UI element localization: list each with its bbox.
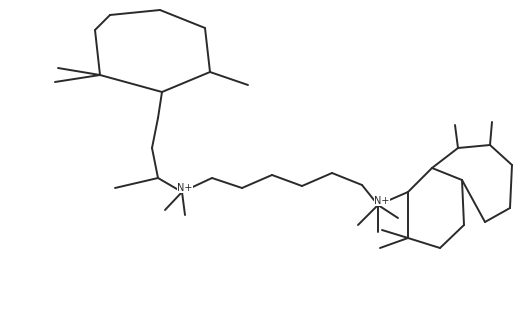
Text: N+: N+ [177, 183, 193, 193]
Text: N+: N+ [374, 196, 390, 206]
